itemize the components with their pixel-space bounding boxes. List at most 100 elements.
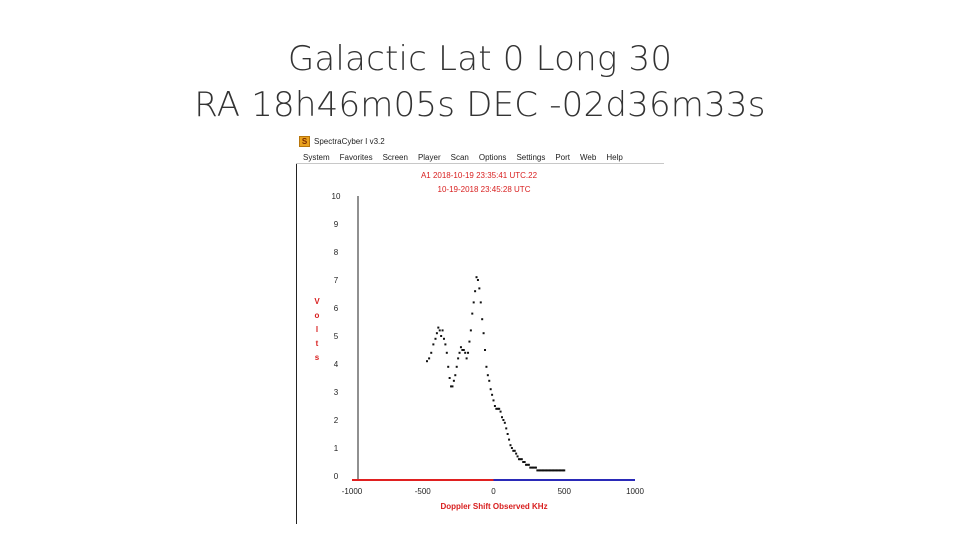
data-point [503,421,506,424]
menu-help[interactable]: Help [606,152,623,162]
x-tick-labels: -1000 -500 0 500 1000 [342,487,645,496]
data-point [476,279,479,281]
data-point [430,351,433,354]
data-point [540,469,543,472]
y-tick-label: 10 [332,192,341,201]
y-axis-label-letter: o [315,311,320,320]
data-point [542,469,545,472]
data-point [516,455,519,458]
data-point [488,379,491,382]
data-point [428,357,431,360]
data-point [561,469,564,472]
data-point [437,326,440,329]
data-point [447,365,450,368]
y-tick-label: 2 [334,416,339,425]
data-point [464,351,467,354]
data-point [486,374,489,377]
data-point [560,469,563,472]
data-point [457,357,460,360]
chart-header-line-2: 10-19-2018 23:45:28 UTC [438,185,531,194]
data-point [438,329,441,332]
data-point [468,340,471,343]
x-tick-label: -1000 [342,487,363,496]
data-point [551,469,554,472]
data-point [509,444,512,447]
data-point [479,301,482,304]
data-point [469,329,472,332]
data-point [481,318,484,321]
data-point [467,351,470,354]
menu-settings[interactable]: Settings [516,152,546,162]
menu-web[interactable]: Web [580,152,597,162]
plot-frame-left-edge [296,164,297,524]
data-point [465,357,468,360]
data-point [492,399,495,402]
data-point [455,365,458,368]
data-point [530,466,533,469]
data-point [451,385,454,388]
spectracyber-window: S SpectraCyber I v3.2 System Favorites S… [296,134,664,524]
y-tick-label: 7 [334,276,339,285]
menu-system[interactable]: System [303,152,330,162]
y-axis-label-letter: l [316,325,318,334]
data-point [563,469,566,472]
data-point [471,312,474,315]
data-point [478,287,481,290]
y-tick-label: 1 [334,444,339,453]
data-point [489,388,492,391]
x-tick-label: 0 [491,487,496,496]
data-point [498,407,501,410]
y-tick-label: 3 [334,388,339,397]
data-point [525,463,528,466]
y-axis-label-letter: s [315,353,320,362]
y-tick-label: 4 [334,360,339,369]
data-point [557,469,560,472]
data-point [482,332,485,335]
menu-favorites[interactable]: Favorites [339,152,373,162]
y-axis-label-letter: V [314,297,320,306]
data-point [496,407,499,410]
data-point [434,337,437,340]
y-tick-label: 0 [334,472,339,481]
menu-options[interactable]: Options [478,152,507,162]
data-point [523,461,526,463]
data-point [513,449,516,452]
data-points [425,276,566,472]
data-point [559,469,562,472]
menu-scan[interactable]: Scan [450,152,469,162]
window-titlebar: S SpectraCyber I v3.2 [296,134,664,149]
y-tick-labels: 0 1 2 3 4 5 6 7 8 9 10 [332,192,341,481]
data-point [474,290,477,293]
data-point [452,379,455,382]
slide-title-line-1: Galactic Lat 0 Long 30 [287,39,673,79]
data-point [529,466,532,469]
data-point [519,458,522,461]
data-point [461,349,464,351]
data-point [445,351,448,354]
slide-title: Galactic Lat 0 Long 30 RA 18h46m05s DEC … [0,36,960,128]
data-point [534,466,537,469]
data-point [537,469,540,472]
window-title: SpectraCyber I v3.2 [314,137,385,146]
menu-player[interactable]: Player [417,152,441,162]
data-point [549,469,552,472]
chart-header-line-1: A1 2018-10-19 23:35:41 UTC.22 [421,171,538,180]
menu-screen[interactable]: Screen [382,152,408,162]
data-point [485,365,488,368]
data-point [499,410,502,413]
menu-port[interactable]: Port [555,152,571,162]
data-point [459,346,462,349]
data-point [484,349,487,351]
x-tick-label: 500 [558,487,572,496]
data-point [493,405,496,407]
data-point [450,385,453,388]
data-point [512,449,515,452]
data-point [544,469,547,472]
data-point [491,393,494,396]
data-point [539,469,542,472]
data-point [520,458,523,461]
data-point [546,469,549,472]
data-point [435,332,438,335]
data-point [432,343,435,346]
y-axis-label-letter: t [316,339,319,348]
